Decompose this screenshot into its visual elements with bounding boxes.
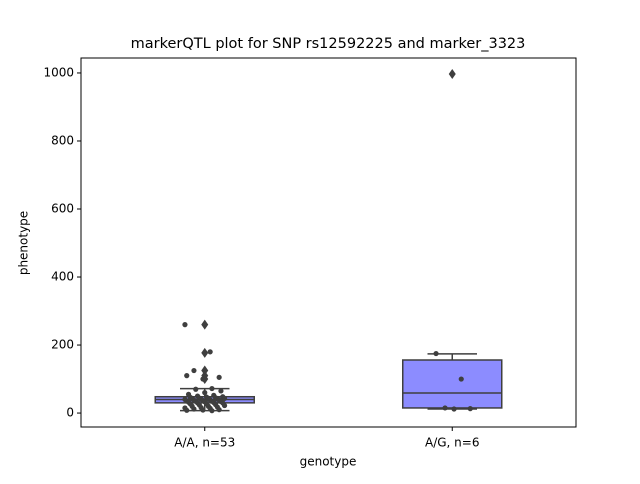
strip-point (184, 373, 190, 379)
flier (201, 365, 209, 376)
strip-point (193, 386, 199, 392)
y-tick-label: 400 (51, 270, 74, 284)
y-tick-label: 800 (51, 133, 74, 147)
chart-title: markerQTL plot for SNP rs12592225 and ma… (131, 36, 526, 52)
strip-point (467, 406, 473, 412)
strip-point (191, 367, 197, 374)
plot-frame (80, 57, 577, 428)
flier (201, 319, 209, 330)
y-tick-label: 600 (51, 202, 74, 216)
strip-point (209, 408, 215, 414)
y-tick-label: 200 (51, 338, 74, 352)
strip-point (191, 406, 197, 412)
strip-point (216, 374, 222, 380)
strip-point (451, 406, 457, 412)
strip-point (184, 407, 190, 413)
strip-point (182, 322, 188, 328)
y-axis-label: phenotype (17, 211, 31, 275)
x-axis-label: genotype (300, 455, 357, 469)
strip-point (458, 376, 464, 382)
strip-point (216, 407, 222, 413)
y-tick-label: 0 (66, 406, 74, 420)
strip-point (442, 405, 448, 411)
flier (201, 347, 209, 358)
x-tick-label: A/G, n=6 (425, 436, 479, 450)
x-tick-label: A/A, n=53 (174, 436, 235, 450)
strip-point (200, 376, 206, 382)
strip-point (209, 385, 215, 392)
y-tick-label: 1000 (43, 65, 74, 79)
strip-point (218, 388, 224, 394)
strip-point (221, 402, 228, 409)
strip-point (200, 407, 206, 413)
strip-point (207, 349, 213, 355)
strip-point (449, 71, 455, 77)
strip-point (433, 350, 439, 357)
strip-point (221, 395, 228, 402)
box (402, 359, 503, 409)
strip-point (202, 390, 208, 396)
